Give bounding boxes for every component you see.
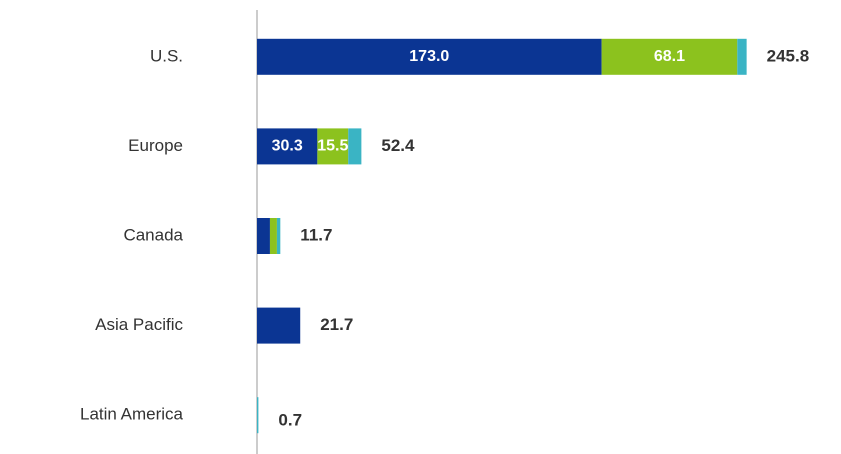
segment-label: 30.3 [272, 138, 303, 155]
category-label: Canada [123, 225, 183, 244]
category-label: Latin America [80, 405, 184, 424]
category-label: Europe [128, 136, 183, 155]
category-label: Asia Pacific [95, 315, 183, 334]
bar-segment [257, 397, 259, 434]
bar-segment [257, 128, 318, 165]
bar-segment [737, 38, 747, 75]
bar-segment [257, 38, 602, 75]
total-label: 21.7 [320, 315, 353, 334]
bar-segment [317, 128, 349, 165]
bar-segment [257, 307, 301, 344]
category-label: U.S. [150, 46, 183, 65]
bar-segment [276, 218, 281, 254]
bar-segment [348, 128, 362, 165]
total-label: 52.4 [381, 136, 415, 155]
bar-segment [257, 218, 270, 254]
segment-label: 15.5 [317, 138, 348, 155]
total-label: 11.7 [300, 225, 332, 244]
total-label: 245.8 [767, 46, 810, 65]
bar-segment [601, 38, 738, 75]
bar-segment [269, 218, 277, 254]
total-label: 0.7 [278, 411, 302, 430]
segment-label: 173.0 [409, 48, 449, 65]
segment-label: 68.1 [654, 48, 685, 65]
